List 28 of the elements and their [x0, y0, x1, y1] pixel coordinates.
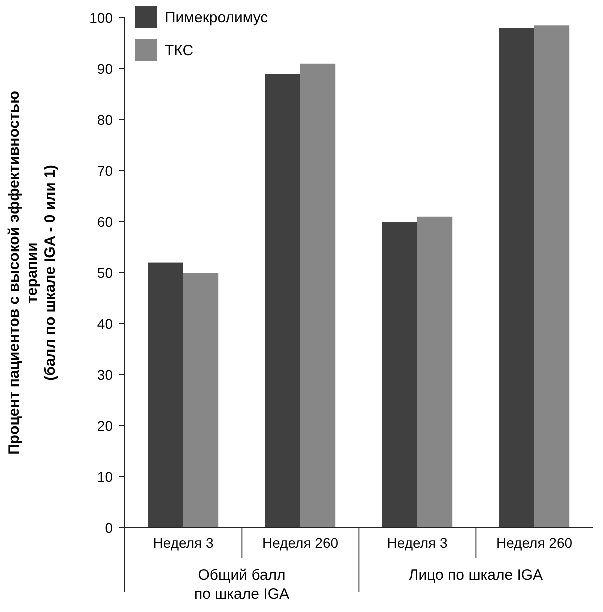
y-tick-label: 90 [97, 60, 114, 77]
y-tick-label: 50 [97, 264, 114, 281]
bar [534, 26, 570, 528]
text: Лицо по шкале IGA [408, 567, 544, 584]
y-tick-label: 0 [105, 520, 114, 536]
bar [499, 28, 534, 528]
x-tick-label: Неделя 3 [153, 535, 214, 551]
y-tick-label: 20 [97, 418, 114, 434]
bar [184, 273, 219, 528]
bar [300, 64, 336, 528]
y-tick-label: 40 [97, 316, 114, 332]
x-tick-label: Неделя 3 [387, 535, 448, 551]
bar [148, 262, 184, 528]
bar [265, 74, 300, 528]
text: Общий балл по шкале IGA [194, 567, 290, 603]
y-tick-label: 80 [97, 112, 114, 128]
x-tick-label: Неделя 260 [496, 535, 573, 551]
y-tick-label: 10 [97, 468, 114, 485]
y-tick-label: 30 [97, 366, 114, 383]
legend-label: ТКС [165, 42, 194, 60]
legend-label: Пимекролимус [165, 9, 269, 26]
bar [418, 216, 453, 528]
bar [382, 222, 418, 528]
y-tick-label: 100 [90, 10, 114, 26]
y-axis-title: Процент пациентов с высокой эффективностью терапии (балл по шкале IGA - 0 или 1) [6, 90, 59, 455]
y-tick-label: 70 [97, 162, 114, 179]
y-tick-label: 60 [97, 214, 114, 230]
x-tick-label: Неделя 260 [262, 535, 339, 551]
